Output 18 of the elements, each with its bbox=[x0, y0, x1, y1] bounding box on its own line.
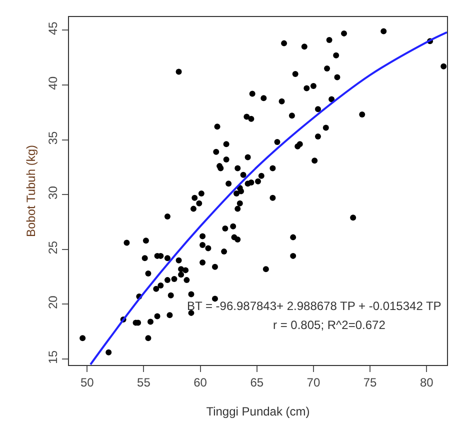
annotation: BT = -96.987843+ 2.988678 TP + -0.015342 TP bbox=[187, 299, 442, 313]
y-tick-label: 20 bbox=[46, 295, 60, 310]
x-tick-label: 65 bbox=[250, 375, 264, 390]
x-tick-label: 75 bbox=[363, 375, 378, 390]
y-axis-title: Bobot Tubuh (kg) bbox=[24, 144, 38, 238]
x-tick-label: 60 bbox=[194, 375, 208, 390]
y-tick-label: 40 bbox=[46, 76, 60, 90]
x-axis-title: Tinggi Pundak (cm) bbox=[206, 404, 310, 418]
annotation: r = 0.805; R^2=0.672 bbox=[273, 318, 386, 332]
y-tick-label: 45 bbox=[46, 21, 60, 36]
y-tick-label: 30 bbox=[46, 186, 60, 200]
x-tick-label: 80 bbox=[420, 375, 434, 390]
y-tick-label: 15 bbox=[46, 350, 60, 364]
x-tick-label: 70 bbox=[306, 375, 320, 390]
y-tick-label: 25 bbox=[46, 240, 60, 254]
x-tick-label: 55 bbox=[137, 375, 151, 390]
x-tick-label: 50 bbox=[80, 375, 94, 390]
y-tick-label: 35 bbox=[46, 130, 60, 145]
